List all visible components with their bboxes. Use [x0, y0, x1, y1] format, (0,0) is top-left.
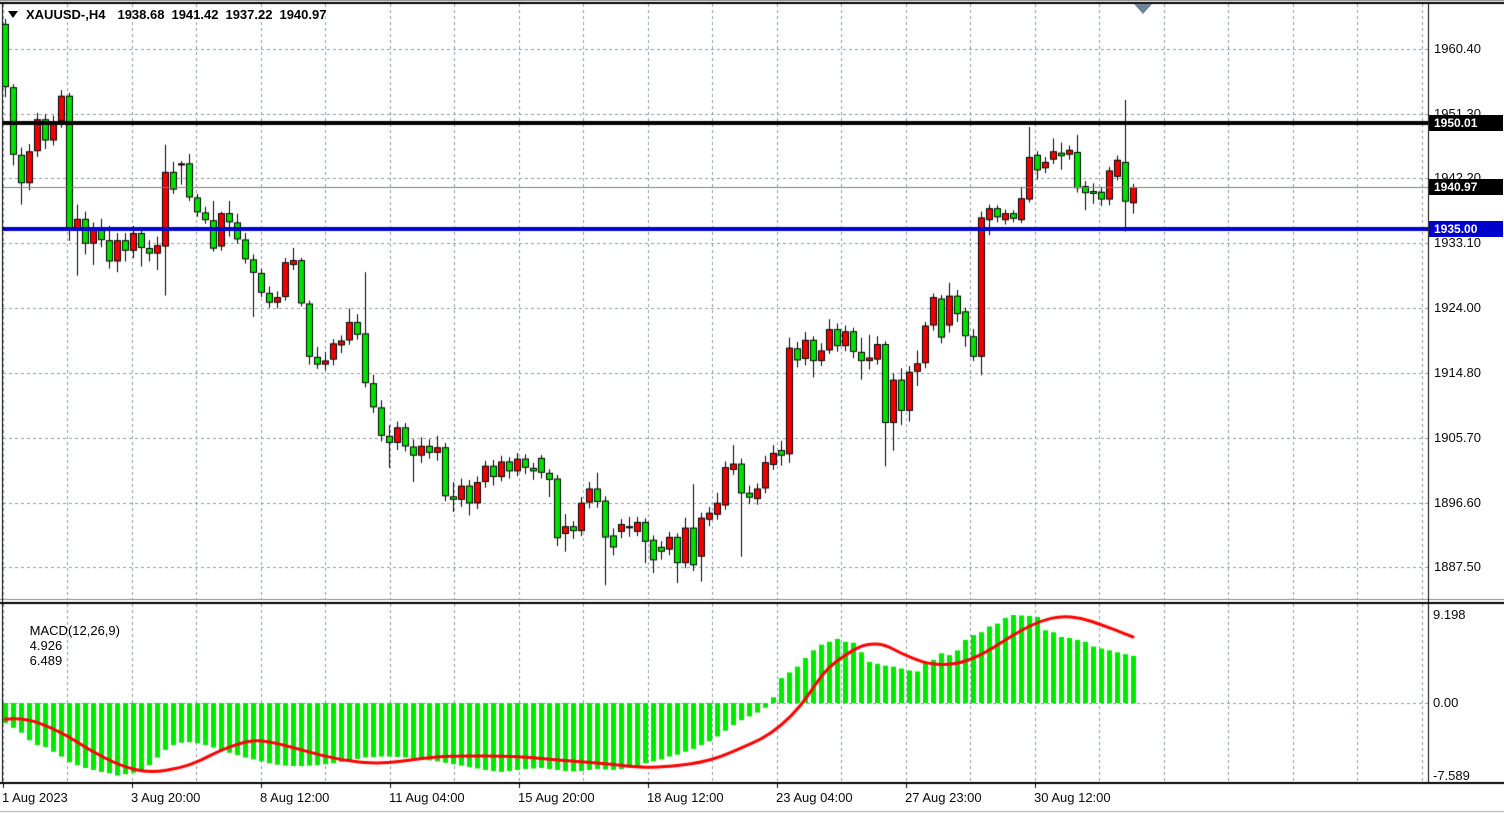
candlestick-chart-canvas[interactable]: [0, 0, 1504, 813]
chart-window: XAUUSD-,H4 1938.68 1941.42 1937.22 1940.…: [0, 0, 1504, 813]
